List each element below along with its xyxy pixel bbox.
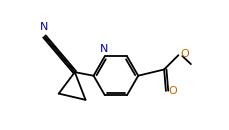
Text: O: O — [180, 49, 188, 59]
Text: N: N — [40, 22, 48, 32]
Text: O: O — [168, 86, 177, 96]
Text: N: N — [99, 44, 108, 54]
